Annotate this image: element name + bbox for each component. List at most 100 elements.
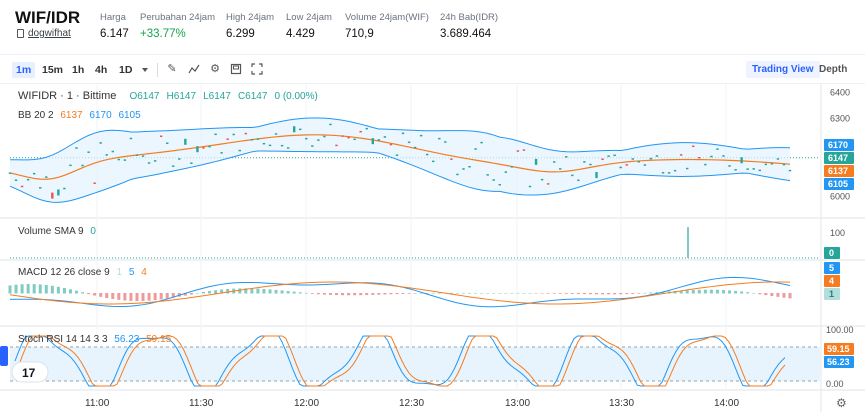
candle	[274, 133, 278, 135]
candle	[546, 183, 550, 185]
chart-container[interactable]: 17 6400630062006100600061706147613761051…	[0, 84, 865, 412]
macd-badge	[824, 288, 840, 300]
candle	[81, 164, 84, 167]
price-tick-label: 6000	[830, 192, 850, 202]
timeframe-1h[interactable]: 1h	[72, 64, 85, 76]
macd-histogram-bar	[44, 285, 48, 294]
candle	[716, 148, 719, 150]
macd-histogram-bar	[389, 293, 393, 295]
candle	[172, 165, 175, 167]
candle	[196, 146, 199, 153]
price-chart[interactable]: 17 6400630062006100600061706147613761051…	[0, 84, 865, 412]
settings-icon[interactable]: ⚙	[210, 63, 220, 75]
candle	[782, 163, 786, 166]
snapshot-icon[interactable]	[230, 63, 242, 75]
macd-histogram-bar	[20, 284, 24, 294]
time-axis: 11:00 11:30 12:00 12:30 13:00 13:30 14:00 ⚙	[85, 396, 847, 410]
macd-histogram-bar	[328, 293, 332, 295]
stoch-legend: Stoch RSI 14 14 3 3 56.23 59.15	[18, 334, 175, 345]
macd-histogram-bar	[425, 292, 429, 294]
macd-histogram-bar	[576, 293, 580, 295]
price-badge	[824, 165, 854, 177]
candle	[746, 168, 749, 170]
macd-histogram-bar	[220, 289, 224, 294]
macd-histogram-bar	[87, 293, 91, 295]
candle	[45, 176, 48, 178]
candle	[698, 156, 701, 159]
candle	[462, 168, 465, 170]
macd-histogram-bar	[474, 292, 478, 294]
chevron-down-icon[interactable]	[142, 68, 148, 72]
candle	[492, 179, 495, 181]
trading-view-button[interactable]: Trading View	[746, 61, 820, 78]
macd-histogram-bar	[189, 293, 193, 295]
stat-value: +33.77%	[140, 28, 186, 40]
candle	[99, 142, 102, 144]
scale-settings-icon: ⚙	[836, 396, 847, 410]
macd-histogram-bar	[431, 292, 435, 294]
fullscreen-icon[interactable]	[251, 63, 263, 75]
macd-legend: MACD 12 26 close 9 1 5 4	[18, 267, 151, 278]
timeframe-1d[interactable]: 1D	[119, 64, 133, 76]
price-badge-label: 6137	[828, 166, 848, 176]
timeframe-1m[interactable]: 1m	[12, 62, 36, 78]
candle	[450, 158, 453, 160]
stat-volume: Volume 24jam(WIF) 710,9	[345, 12, 429, 40]
candle	[395, 154, 399, 156]
candle	[280, 144, 284, 147]
stoch-badge-label: 59.15	[827, 344, 850, 354]
macd-histogram-bar	[14, 284, 18, 294]
candle	[552, 161, 556, 163]
macd-histogram-bar	[117, 293, 121, 300]
macd-histogram-bar	[619, 293, 623, 295]
macd-histogram-bar	[322, 293, 326, 295]
bb-upper-value: 6170	[89, 110, 112, 121]
main-legend: WIFIDR · 1 · Bittime O6147 H6147 L6147 C…	[18, 90, 322, 102]
volume-badge-label: 0	[829, 248, 834, 258]
price-badge-label: 6105	[828, 179, 848, 189]
stoch-k-value: 56.23	[114, 334, 140, 345]
macd-histogram-bar	[93, 293, 97, 296]
bollinger-bands	[9, 117, 791, 203]
time-tick-label: 13:00	[505, 398, 530, 409]
macd-histogram-bar	[413, 293, 417, 294]
macd-histogram-bar	[38, 284, 42, 294]
candle	[510, 166, 514, 168]
timeframe-4h[interactable]: 4h	[95, 64, 108, 76]
price-badge-label: 6147	[828, 153, 848, 163]
time-tick-label: 11:00	[85, 398, 110, 409]
macd-histogram-bar	[280, 290, 284, 294]
candle	[504, 171, 508, 173]
candle	[93, 182, 96, 185]
macd-histogram-bar	[214, 290, 218, 294]
macd-histogram-bar	[274, 289, 278, 294]
depth-button[interactable]: Depth	[819, 64, 848, 75]
macd-histogram-bar	[715, 289, 719, 294]
timeframe-15m[interactable]: 15m	[42, 64, 64, 76]
macd-histogram-bar	[201, 291, 205, 294]
draw-icon[interactable]: ✎	[167, 63, 177, 75]
macd-histogram-bar	[147, 293, 151, 301]
candle	[26, 178, 30, 181]
price-tick-label: 6400	[830, 88, 850, 98]
macd-histogram-bar	[419, 292, 423, 294]
stat-label: Low 24jam	[286, 12, 332, 23]
candle	[159, 135, 163, 138]
candle	[686, 167, 689, 170]
macd-histogram-bar	[159, 293, 163, 300]
candle	[637, 161, 641, 163]
macd-histogram-bar	[75, 290, 79, 294]
volume-badge	[824, 247, 840, 259]
candle	[643, 164, 647, 166]
indicator-icon[interactable]	[188, 63, 200, 75]
candle	[220, 152, 223, 154]
macd-histogram-bar	[335, 293, 339, 296]
macd-histogram-bar	[341, 293, 345, 296]
candle	[135, 154, 139, 156]
macd-histogram-bar	[359, 293, 363, 296]
candle	[776, 158, 780, 160]
candle	[51, 192, 54, 199]
macd-histogram-bar	[764, 293, 768, 296]
pair-name-link[interactable]: dogwifhat	[17, 28, 71, 39]
candle	[655, 155, 659, 157]
